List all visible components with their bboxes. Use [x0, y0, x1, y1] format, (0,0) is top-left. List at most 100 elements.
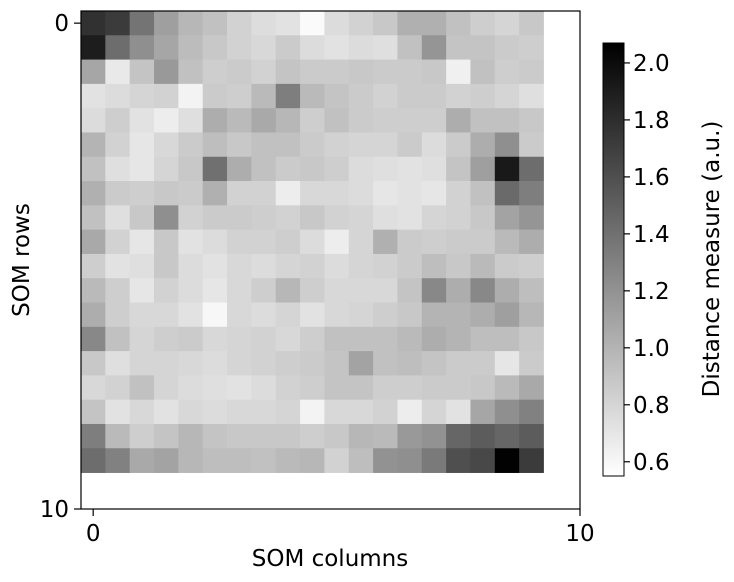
heatmap-cell [251, 375, 277, 401]
heatmap-cell [202, 253, 228, 279]
heatmap-cell [227, 205, 252, 231]
heatmap-cell [227, 35, 252, 60]
heatmap-cell [300, 108, 325, 133]
heatmap-cell [178, 205, 204, 231]
heatmap-cell [251, 278, 277, 303]
heatmap-cell [227, 326, 252, 352]
heatmap-cell [251, 229, 277, 255]
heatmap-cell [275, 83, 301, 109]
heatmap-cell [178, 351, 204, 376]
heatmap-cell [397, 11, 423, 36]
heatmap-cell [324, 108, 350, 133]
heatmap-cell [154, 59, 179, 85]
heatmap-cell [227, 253, 252, 279]
heatmap-cell [202, 302, 228, 328]
heatmap-cell [373, 181, 398, 206]
heatmap-cell [81, 11, 106, 36]
heatmap-cell [397, 399, 423, 425]
heatmap-cell [202, 156, 228, 182]
heatmap-cell [154, 278, 179, 303]
heatmap-cell [494, 108, 520, 133]
heatmap-cell [275, 35, 301, 60]
heatmap-cell [470, 229, 496, 255]
heatmap-cell [324, 181, 350, 206]
heatmap-cell [227, 375, 252, 401]
heatmap-cell [227, 229, 252, 255]
heatmap-cell [227, 302, 252, 328]
heatmap-cell [373, 448, 398, 473]
heatmap-cell [494, 35, 520, 60]
heatmap-cell [300, 181, 325, 206]
heatmap-cell [494, 351, 520, 376]
heatmap-cell [178, 83, 204, 109]
heatmap-cell [324, 253, 350, 279]
heatmap-cell [494, 253, 520, 279]
heatmap-cell [348, 59, 374, 85]
heatmap-cell [373, 205, 398, 231]
heatmap-cell [446, 132, 471, 158]
heatmap-cell [373, 375, 398, 401]
heatmap-cell [178, 423, 204, 449]
heatmap-cell [519, 59, 544, 85]
heatmap-cell [373, 399, 398, 425]
heatmap-cell [519, 278, 544, 303]
heatmap-cell [446, 399, 471, 425]
heatmap-cell [300, 83, 325, 109]
heatmap-cell [154, 11, 179, 36]
heatmap-cell [129, 83, 155, 109]
heatmap-cell [373, 302, 398, 328]
heatmap-cell [470, 35, 496, 60]
heatmap-cell [470, 205, 496, 231]
heatmap-cell [397, 132, 423, 158]
heatmap-cell [348, 132, 374, 158]
heatmap-cell [348, 205, 374, 231]
heatmap-cell [494, 229, 520, 255]
heatmap-cell [373, 253, 398, 279]
heatmap-cell [348, 229, 374, 255]
heatmap-cell [494, 59, 520, 85]
heatmap-cell [105, 205, 131, 231]
heatmap-cell [494, 205, 520, 231]
heatmap-cell [324, 326, 350, 352]
heatmap-cell [470, 302, 496, 328]
heatmap-cell [251, 326, 277, 352]
axes-frame [80, 10, 581, 510]
heatmap-cell [348, 253, 374, 279]
heatmap-cell [105, 59, 131, 85]
heatmap-cell [446, 423, 471, 449]
heatmap-cell [81, 326, 106, 352]
colorbar-label: Distance measure (a.u.) [699, 121, 725, 398]
heatmap-cell [397, 83, 423, 109]
heatmap-cell [300, 351, 325, 376]
heatmap-cell [348, 108, 374, 133]
heatmap-cell [300, 448, 325, 473]
heatmap-cell [300, 399, 325, 425]
heatmap-cell [397, 35, 423, 60]
heatmap-cell [178, 448, 204, 473]
heatmap-cell [129, 423, 155, 449]
heatmap-cell [348, 181, 374, 206]
heatmap-cell [129, 181, 155, 206]
heatmap-cell [446, 253, 471, 279]
heatmap-cell [154, 229, 179, 255]
heatmap-cell [178, 326, 204, 352]
heatmap-cell [373, 278, 398, 303]
heatmap-cell [154, 253, 179, 279]
heatmap-cell [397, 181, 423, 206]
heatmap-cell [494, 302, 520, 328]
heatmap-cell [446, 108, 471, 133]
heatmap-cell [202, 83, 228, 109]
heatmap-cell [397, 278, 423, 303]
heatmap-cell [154, 326, 179, 352]
heatmap-cell [81, 423, 106, 449]
heatmap-cell [421, 302, 447, 328]
heatmap-cell [129, 205, 155, 231]
heatmap-cell [275, 156, 301, 182]
heatmap-cell [275, 278, 301, 303]
heatmap-cell [324, 11, 350, 36]
heatmap-cell [154, 448, 179, 473]
colorbar-tick-label: 1.8 [633, 108, 670, 134]
heatmap-cell [105, 399, 131, 425]
heatmap-cell [348, 351, 374, 376]
heatmap-cell [470, 83, 496, 109]
